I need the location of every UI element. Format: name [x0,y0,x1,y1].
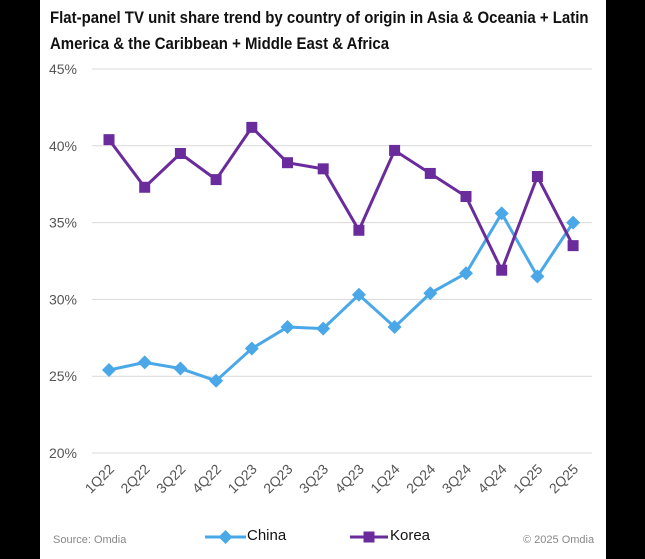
y-tick-label: 35% [49,215,77,231]
y-tick-label: 40% [49,138,77,154]
data-point-china [173,361,188,376]
data-point-china [280,320,295,335]
data-point-korea [424,167,436,179]
data-point-china [209,373,224,388]
data-point-korea [460,190,472,202]
chart-title: Flat-panel TV unit share trend by countr… [50,8,589,53]
data-point-korea [531,171,543,183]
data-point-korea [567,240,579,252]
x-tick-label: 1Q24 [367,461,403,497]
x-tick-label: 2Q25 [546,461,582,497]
data-point-korea [246,121,258,133]
x-tick-label: 4Q24 [474,461,510,497]
data-point-korea [174,147,186,159]
x-tick-label: 3Q24 [439,461,475,497]
x-tick-label: 3Q22 [153,461,189,497]
x-tick-label: 2Q24 [403,461,439,497]
data-point-china [316,321,331,336]
x-tick-label: 3Q23 [296,461,332,497]
chart-panel [40,0,606,559]
data-point-korea [353,224,365,236]
data-point-korea [317,163,329,175]
series-line-china [108,210,575,383]
x-tick-label: 4Q22 [189,461,225,497]
data-point-korea [103,134,115,146]
data-point-china [351,287,366,302]
data-point-korea [282,157,293,169]
data-point-china [530,269,545,284]
legend-marker-china [218,530,233,544]
y-tick-label: 45% [49,61,77,77]
data-point-korea [210,174,222,186]
y-tick-label: 25% [49,368,77,384]
data-point-korea [389,144,401,156]
legend-label-korea: Korea [390,527,431,544]
data-point-korea [496,264,508,276]
series-line-korea [107,125,575,274]
data-point-china [423,286,438,301]
x-tick-label: 1Q23 [224,461,260,497]
y-tick-label: 20% [49,445,77,461]
x-tick-label: 4Q23 [331,461,367,497]
data-point-china [459,266,473,281]
legend-label-china: China [247,527,287,544]
data-point-china [566,215,581,230]
data-point-china [102,363,116,378]
x-tick-label: 2Q22 [117,461,153,497]
y-tick-label: 30% [49,291,77,307]
x-tick-label: 2Q23 [260,461,296,497]
x-tick-label: 1Q25 [510,461,546,497]
data-point-china [137,355,152,370]
data-point-china [244,341,259,356]
data-point-china [387,320,402,335]
x-tick-label: 1Q22 [82,461,118,497]
data-point-china [494,206,509,221]
legend-marker-korea [363,531,375,543]
data-point-korea [139,181,151,193]
source-note: Source: Omdia [53,534,127,546]
copyright-note: © 2025 Omdia [523,534,595,546]
